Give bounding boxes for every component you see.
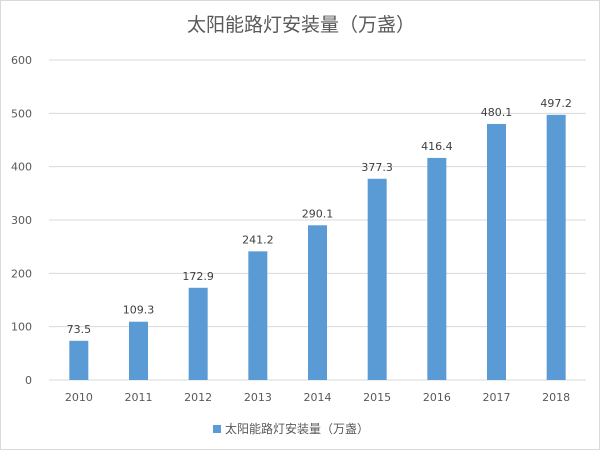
- bar-2012: [188, 287, 208, 380]
- x-tick-label-2013: 2013: [244, 391, 272, 404]
- bar-2011: [129, 321, 148, 380]
- y-tick-label: 500: [11, 107, 32, 120]
- legend: 太阳能路灯安装量（万盏）: [213, 421, 369, 436]
- data-label-2011: 109.3: [123, 304, 155, 317]
- bar-2017: [487, 123, 506, 381]
- data-label-2010: 73.5: [67, 323, 92, 336]
- legend-swatch: [213, 425, 221, 433]
- y-tick-label: 0: [25, 374, 32, 387]
- data-label-2016: 416.4: [421, 140, 453, 153]
- data-label-2014: 290.1: [302, 207, 334, 220]
- x-tick-label-2015: 2015: [363, 391, 391, 404]
- bar-2015: [367, 178, 387, 380]
- y-axis-ticks: 0 100 200 300 400 500 600: [11, 54, 32, 387]
- data-label-2017: 480.1: [481, 106, 513, 119]
- x-axis-ticks: 2010 2011 2012 2013 2014 2015 2016 2017 2018: [65, 391, 570, 404]
- x-tick-label-2017: 2017: [483, 391, 511, 404]
- x-tick-label-2011: 2011: [125, 391, 153, 404]
- y-tick-label: 200: [11, 267, 32, 280]
- data-label-2013: 241.2: [242, 233, 274, 246]
- x-tick-label-2012: 2012: [184, 391, 212, 404]
- bar-2014: [308, 225, 327, 380]
- data-label-2018: 497.2: [540, 97, 572, 110]
- bar-2013: [248, 251, 268, 380]
- y-tick-label: 600: [11, 54, 32, 67]
- y-tick-label: 400: [11, 161, 32, 174]
- x-tick-label-2018: 2018: [542, 391, 570, 404]
- data-label-2015: 377.3: [361, 161, 393, 174]
- x-tick-label-2010: 2010: [65, 391, 93, 404]
- x-tick-label-2014: 2014: [304, 391, 332, 404]
- bars: [69, 114, 566, 381]
- bar-2016: [427, 157, 447, 380]
- data-label-2012: 172.9: [182, 270, 214, 283]
- data-labels: 73.5 109.3 172.9 241.2 290.1 377.3 416.4 480.1 4…: [67, 97, 572, 336]
- legend-label: 太阳能路灯安装量（万盏）: [225, 421, 369, 436]
- chart-title: 太阳能路灯安装量（万盏）: [187, 14, 415, 36]
- y-tick-label: 100: [11, 321, 32, 334]
- bar-2018: [546, 114, 566, 381]
- y-tick-label: 300: [11, 214, 32, 227]
- bar-2010: [69, 340, 89, 380]
- x-tick-label-2016: 2016: [423, 391, 451, 404]
